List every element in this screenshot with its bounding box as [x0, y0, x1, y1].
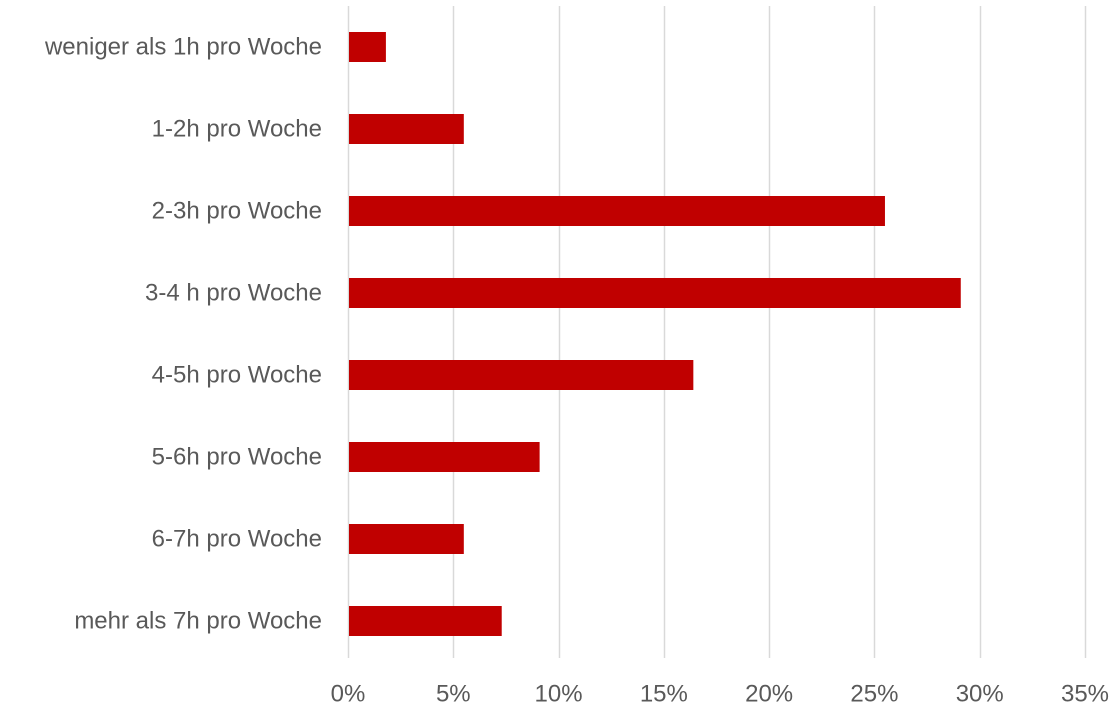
- bar-4: [349, 360, 694, 390]
- x-tick-label-7: 35%: [1061, 681, 1109, 708]
- bar-7: [349, 606, 502, 636]
- bar-6: [349, 524, 464, 554]
- bar-1: [349, 114, 464, 144]
- category-label-3: 3-4 h pro Woche: [145, 280, 322, 307]
- x-tick-labels: 0% 5% 10% 15% 20% 25% 30% 35%: [331, 681, 1109, 708]
- x-tick-label-0: 0%: [331, 681, 366, 708]
- bar-2: [349, 196, 885, 226]
- bar-0: [349, 32, 386, 62]
- category-label-7: mehr als 7h pro Woche: [74, 608, 322, 635]
- bar-3: [349, 278, 961, 308]
- x-tick-label-2: 10%: [535, 681, 583, 708]
- category-labels: weniger als 1h pro Woche 1-2h pro Woche 2-…: [44, 34, 322, 635]
- x-tick-label-1: 5%: [436, 681, 471, 708]
- x-tick-label-6: 30%: [956, 681, 1004, 708]
- bars: [349, 32, 961, 636]
- bar-5: [349, 442, 540, 472]
- category-label-4: 4-5h pro Woche: [152, 362, 322, 389]
- gridlines: [347, 6, 1087, 658]
- x-tick-label-4: 20%: [745, 681, 793, 708]
- x-tick-label-3: 15%: [640, 681, 688, 708]
- category-label-2: 2-3h pro Woche: [152, 198, 322, 225]
- category-label-5: 5-6h pro Woche: [152, 444, 322, 471]
- x-tick-label-5: 25%: [850, 681, 898, 708]
- category-label-1: 1-2h pro Woche: [152, 116, 322, 143]
- category-label-0: weniger als 1h pro Woche: [44, 34, 322, 61]
- category-label-6: 6-7h pro Woche: [152, 526, 322, 553]
